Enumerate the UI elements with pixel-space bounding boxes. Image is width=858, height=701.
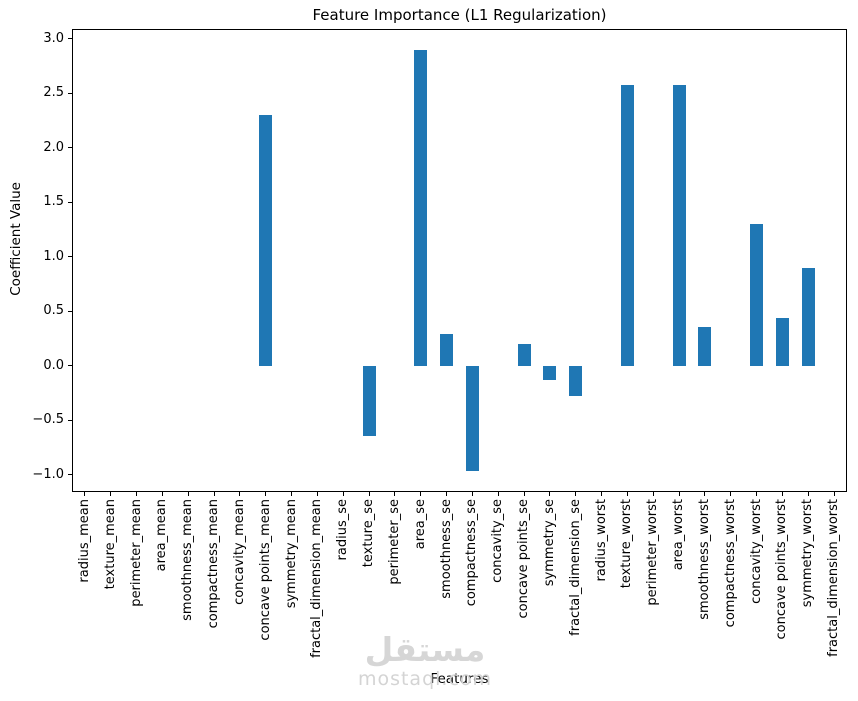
x-tick-mark [368, 492, 370, 496]
y-tick-label: 1.0 [43, 248, 64, 264]
x-tick-mark [704, 492, 706, 496]
x-tick-mark [291, 492, 293, 496]
x-tick-label: symmetry_se [541, 499, 557, 587]
x-tick-mark [420, 492, 422, 496]
x-tick-label: smoothness_worst [696, 499, 712, 620]
y-tick-label: 2.0 [43, 139, 64, 155]
bar-area_worst [672, 84, 686, 366]
x-tick-label: texture_mean [102, 499, 118, 590]
x-tick-mark [678, 492, 680, 496]
mostaql-logo: مستقل [364, 630, 486, 669]
x-tick-label: smoothness_se [438, 499, 454, 599]
x-tick-mark [316, 492, 318, 496]
bar-symmetry_worst [801, 267, 815, 366]
x-tick-label: fractal_dimension_worst [826, 499, 842, 657]
x-tick-label: area_se [412, 499, 428, 550]
x-tick-mark [781, 492, 783, 496]
x-tick-mark [549, 492, 551, 496]
y-tick-mark [68, 310, 72, 312]
x-tick-label: perimeter_se [386, 499, 402, 585]
x-tick-mark [213, 492, 215, 496]
x-tick-label: compactness_se [464, 499, 480, 607]
x-tick-label: concave points_worst [774, 499, 790, 640]
x-tick-mark [239, 492, 241, 496]
x-axis-label: Features [430, 671, 489, 687]
y-tick-label: 0.0 [43, 357, 64, 373]
x-tick-mark [523, 492, 525, 496]
x-tick-label: area_worst [671, 499, 687, 571]
x-tick-mark [471, 492, 473, 496]
x-tick-label: symmetry_mean [283, 499, 299, 609]
bar-area_se [414, 49, 428, 366]
y-tick-label: 0.5 [43, 303, 64, 319]
x-tick-mark [110, 492, 112, 496]
bar-concave-points_worst [775, 317, 789, 366]
x-tick-mark [187, 492, 189, 496]
x-tick-mark [394, 492, 396, 496]
chart-title: Feature Importance (L1 Regularization) [312, 6, 607, 24]
bar-smoothness_worst [698, 327, 712, 366]
bar-texture_worst [620, 84, 634, 366]
x-tick-mark [446, 492, 448, 496]
x-tick-mark [265, 492, 267, 496]
y-tick-label: 3.0 [43, 30, 64, 46]
x-tick-label: fractal_dimension_mean [309, 499, 325, 658]
bar-concavity_worst [750, 224, 764, 366]
x-tick-label: concavity_worst [748, 499, 764, 604]
y-tick-label: −1.0 [32, 466, 64, 482]
x-tick-label: concavity_se [490, 499, 506, 583]
x-tick-label: compactness_mean [206, 499, 222, 629]
x-tick-label: area_mean [154, 499, 170, 572]
y-tick-mark [68, 92, 72, 94]
x-tick-label: perimeter_mean [128, 499, 144, 607]
x-tick-label: texture_worst [619, 499, 635, 589]
x-tick-label: concavity_mean [231, 499, 247, 605]
x-tick-label: texture_se [361, 499, 377, 568]
x-tick-label: fractal_dimension_se [567, 499, 583, 636]
y-tick-label: −0.5 [32, 412, 64, 428]
x-tick-mark [626, 492, 628, 496]
x-tick-mark [575, 492, 577, 496]
x-tick-label: radius_mean [76, 499, 92, 583]
y-tick-mark [68, 419, 72, 421]
y-tick-mark [68, 147, 72, 149]
y-tick-mark [68, 201, 72, 203]
x-tick-mark [497, 492, 499, 496]
x-tick-label: symmetry_worst [800, 499, 816, 608]
x-tick-mark [652, 492, 654, 496]
bar-smoothness_se [440, 334, 454, 366]
bar-texture_se [362, 365, 376, 437]
x-tick-mark [136, 492, 138, 496]
x-tick-mark [833, 492, 835, 496]
y-tick-mark [68, 256, 72, 258]
y-tick-mark [68, 474, 72, 476]
y-tick-label: 2.5 [43, 85, 64, 101]
x-tick-mark [342, 492, 344, 496]
x-tick-mark [730, 492, 732, 496]
x-tick-label: smoothness_mean [180, 499, 196, 621]
y-tick-mark [68, 38, 72, 40]
x-tick-label: perimeter_worst [645, 499, 661, 606]
x-tick-mark [84, 492, 86, 496]
x-tick-mark [601, 492, 603, 496]
x-tick-mark [807, 492, 809, 496]
bar-concave-points_mean [259, 115, 273, 366]
x-tick-label: radius_se [335, 499, 351, 561]
x-tick-label: radius_worst [593, 499, 609, 582]
y-tick-label: 1.5 [43, 194, 64, 210]
x-tick-label: compactness_worst [722, 499, 738, 628]
y-tick-mark [68, 365, 72, 367]
plot-area [72, 29, 847, 492]
x-tick-mark [161, 492, 163, 496]
bar-concave-points_se [517, 343, 531, 366]
bar-compactness_se [465, 365, 479, 472]
bar-fractal_dimension_se [569, 365, 583, 397]
x-tick-label: concave points_mean [257, 499, 273, 641]
bar-symmetry_se [543, 365, 557, 380]
x-tick-mark [756, 492, 758, 496]
x-tick-label: concave points_se [516, 499, 532, 619]
